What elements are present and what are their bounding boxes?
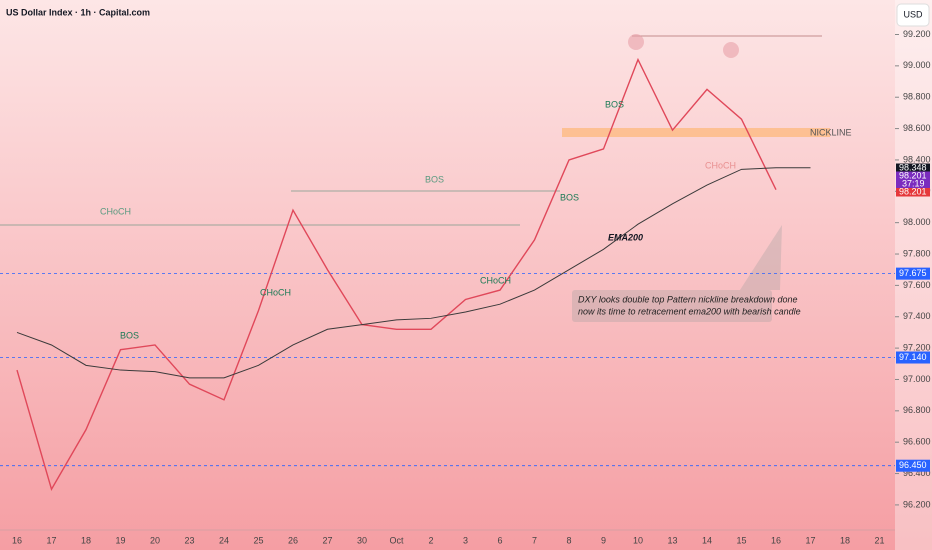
currency: USD <box>903 9 923 19</box>
annotation: DXY looks double top Pattern nickline br… <box>578 294 797 304</box>
x-tick-label: 16 <box>771 535 781 545</box>
chart-title: US Dollar Index · 1h · Capital.com <box>6 7 150 17</box>
y-tick-label: 97.600 <box>903 280 931 290</box>
x-tick-label: 17 <box>805 535 815 545</box>
price-badge <box>896 171 930 181</box>
y-tick-label: 99.200 <box>903 29 931 39</box>
annotation: now its time to retracement ema200 with … <box>578 306 801 316</box>
level-label: 97.675 <box>899 268 927 278</box>
y-tick-label: 98.400 <box>903 154 931 164</box>
annotation: BOS <box>605 99 624 109</box>
y-tick-label: 96.400 <box>903 468 931 478</box>
y-tick-label: 96.200 <box>903 499 931 509</box>
currency-button[interactable] <box>896 3 930 27</box>
countdown: 37:19 <box>902 178 925 188</box>
price-badge-label: 98.201 <box>899 170 927 180</box>
x-tick-label: 18 <box>81 535 91 545</box>
y-tick-label: 97.800 <box>903 248 931 258</box>
annotation: CHoCH <box>100 206 131 216</box>
series-line <box>16 167 811 379</box>
level-badge <box>896 459 930 472</box>
price-badge <box>896 187 930 197</box>
x-tick-label: 20 <box>150 535 160 545</box>
countdown-badge <box>896 180 930 188</box>
y-tick-label: 99.000 <box>903 60 931 70</box>
neckline-zone <box>562 128 830 137</box>
level-badge <box>896 351 930 364</box>
series-name: EMA200 <box>608 232 643 242</box>
x-tick-label: 7 <box>532 535 537 545</box>
x-tick-label: 25 <box>253 535 263 545</box>
y-tick-label: 97.200 <box>903 342 931 352</box>
x-tick-label: 27 <box>322 535 332 545</box>
annotation: CHoCH <box>480 275 511 285</box>
y-tick-label: 97.400 <box>903 311 931 321</box>
x-tick-label: 24 <box>219 535 229 545</box>
x-tick-label: 23 <box>184 535 194 545</box>
callout-box <box>572 290 772 322</box>
annotation: CHoCH <box>705 160 736 170</box>
annotation: BOS <box>120 330 139 340</box>
x-tick-label: 3 <box>463 535 468 545</box>
y-tick-label: 97.000 <box>903 374 931 384</box>
y-tick-label: 98.000 <box>903 217 931 227</box>
annotation: CHoCH <box>260 287 291 297</box>
x-tick-label: 13 <box>667 535 677 545</box>
x-tick-label: 19 <box>115 535 125 545</box>
level-label: 97.140 <box>899 352 927 362</box>
price-badge-label: 98.348 <box>899 162 927 172</box>
y-tick-label: 98.800 <box>903 92 931 102</box>
y-tick-label: 96.600 <box>903 437 931 447</box>
x-tick-label: 18 <box>840 535 850 545</box>
price-badge <box>896 163 930 173</box>
x-tick-label: Oct <box>389 535 404 545</box>
x-tick-label: 17 <box>46 535 56 545</box>
y-tick-label: 96.800 <box>903 405 931 415</box>
level-badge <box>896 267 930 280</box>
series-line <box>16 57 777 492</box>
y-tick-label: 98.600 <box>903 123 931 133</box>
level-label: 96.450 <box>899 460 927 470</box>
annotation: BOS <box>425 174 444 184</box>
x-tick-label: 10 <box>633 535 643 545</box>
price-badge-label: 98.201 <box>899 186 927 196</box>
annotation: BOS <box>560 192 579 202</box>
annotation: NICKLINE <box>810 127 852 137</box>
x-tick-label: 16 <box>12 535 22 545</box>
x-tick-label: 21 <box>874 535 884 545</box>
x-tick-label: 14 <box>702 535 712 545</box>
x-tick-label: 26 <box>288 535 298 545</box>
x-tick-label: 9 <box>601 535 606 545</box>
top-marker <box>723 42 739 58</box>
x-tick-label: 30 <box>357 535 367 545</box>
x-tick-label: 8 <box>566 535 571 545</box>
x-tick-label: 6 <box>497 535 502 545</box>
x-tick-label: 15 <box>736 535 746 545</box>
top-marker <box>628 34 644 50</box>
x-tick-label: 2 <box>428 535 433 545</box>
